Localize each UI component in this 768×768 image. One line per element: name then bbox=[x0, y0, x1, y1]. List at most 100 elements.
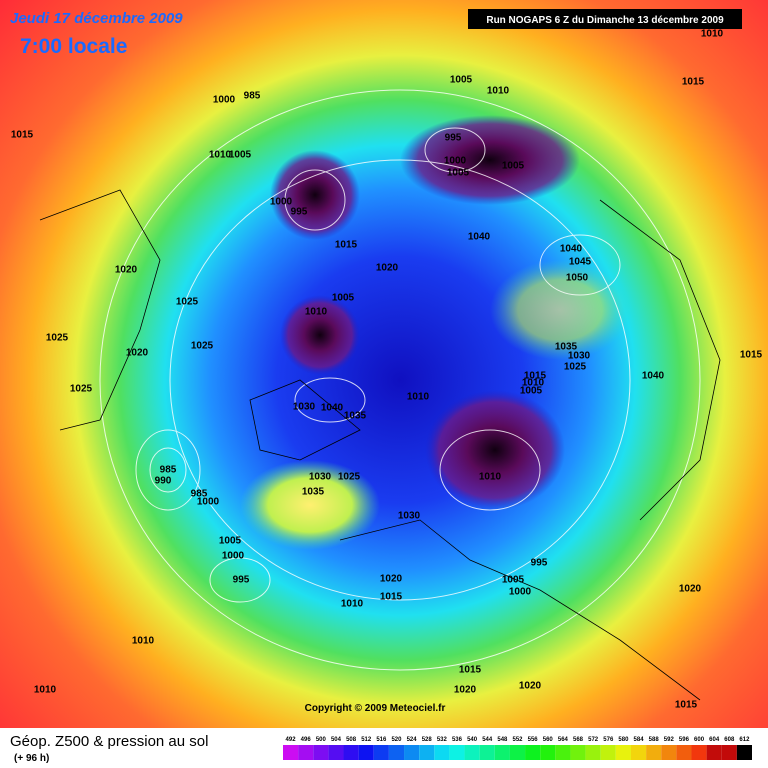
isobar-label: 1005 bbox=[450, 75, 473, 86]
scale-label: 512 bbox=[361, 737, 372, 743]
scale-swatch bbox=[434, 745, 450, 760]
scale-swatch bbox=[615, 745, 631, 760]
scale-swatch bbox=[570, 745, 586, 760]
scale-label: 572 bbox=[588, 737, 599, 743]
scale-label: 536 bbox=[452, 737, 463, 743]
isobar-label: 1030 bbox=[293, 402, 316, 413]
scale-label: 548 bbox=[497, 737, 508, 743]
isobar-label: 1005 bbox=[520, 386, 543, 397]
isobar-label: 1015 bbox=[459, 665, 482, 676]
isobar-label: 1000 bbox=[222, 551, 245, 562]
scale-swatch bbox=[600, 745, 616, 760]
scale-swatch bbox=[676, 745, 692, 760]
isobar-label: 1020 bbox=[679, 584, 702, 595]
coastlines bbox=[39, 189, 721, 701]
scale-label: 508 bbox=[346, 737, 357, 743]
isobar-label: 1035 bbox=[555, 342, 578, 353]
geopotential-field bbox=[0, 0, 768, 728]
scale-swatch bbox=[661, 745, 677, 760]
isobar-label: 1020 bbox=[380, 574, 403, 585]
isobar-label: 1015 bbox=[675, 700, 698, 711]
scale-label: 492 bbox=[286, 737, 297, 743]
scale-label: 588 bbox=[649, 737, 660, 743]
scale-label: 532 bbox=[437, 737, 448, 743]
isobar-label: 1005 bbox=[502, 161, 525, 172]
scale-label: 576 bbox=[603, 737, 614, 743]
colour-scale: 492 496 500 504 508 512 516 520 524 528 532 536 540 5… bbox=[283, 737, 752, 760]
isobar-label: 1050 bbox=[566, 273, 589, 284]
isobar-label: 985 bbox=[191, 489, 208, 500]
scale-label: 544 bbox=[482, 737, 493, 743]
isobar-label: 1025 bbox=[564, 362, 587, 373]
scale-label: 580 bbox=[618, 737, 629, 743]
isobar-label: 1020 bbox=[454, 685, 477, 696]
isobar-label: 995 bbox=[531, 558, 548, 569]
isobar-label: 985 bbox=[244, 91, 261, 102]
scale-swatch bbox=[721, 745, 737, 760]
scale-swatch bbox=[419, 745, 435, 760]
scale-swatch bbox=[706, 745, 722, 760]
isobar-label: 1030 bbox=[568, 351, 591, 362]
scale-label: 560 bbox=[543, 737, 554, 743]
isobar-label: 1035 bbox=[302, 487, 325, 498]
isobar-label: 985 bbox=[160, 465, 177, 476]
scale-swatch bbox=[494, 745, 510, 760]
low-centre bbox=[400, 115, 580, 205]
isobar-label: 1020 bbox=[115, 265, 138, 276]
scale-swatch bbox=[479, 745, 495, 760]
scale-label: 500 bbox=[316, 737, 327, 743]
isobar-label: 1010 bbox=[305, 307, 328, 318]
isobar-label: 1010 bbox=[522, 378, 545, 389]
isobar-label: 1025 bbox=[46, 333, 69, 344]
scale-label: 528 bbox=[422, 737, 433, 743]
scale-swatch bbox=[358, 745, 374, 760]
isobar-label: 1030 bbox=[398, 511, 421, 522]
scale-swatch bbox=[540, 745, 556, 760]
scale-label: 568 bbox=[573, 737, 584, 743]
isobar-label: 1005 bbox=[332, 293, 355, 304]
isobar-label: 995 bbox=[233, 575, 250, 586]
isobar-label: 1025 bbox=[191, 341, 214, 352]
isobar-label: 1005 bbox=[229, 150, 252, 161]
scale-swatch bbox=[691, 745, 707, 760]
date: Jeudi 17 décembre 2009 bbox=[10, 10, 183, 27]
scale-swatch bbox=[283, 745, 299, 760]
isobar-label: 1015 bbox=[682, 77, 705, 88]
isobar-label: 1020 bbox=[126, 348, 149, 359]
scale-swatch bbox=[313, 745, 329, 760]
scale-label: 612 bbox=[739, 737, 750, 743]
isobar-label: 1010 bbox=[407, 392, 430, 403]
scale-label: 584 bbox=[634, 737, 645, 743]
scale-swatch bbox=[630, 745, 647, 760]
scale-label: 520 bbox=[391, 737, 402, 743]
scale-label: 516 bbox=[376, 737, 387, 743]
isobar-label: 1015 bbox=[380, 592, 403, 603]
isobar-label: 1020 bbox=[519, 681, 542, 692]
low-centre bbox=[270, 150, 360, 240]
isobar-label: 1000 bbox=[197, 497, 220, 508]
isobar-label: 1010 bbox=[209, 150, 232, 161]
scale-swatch bbox=[646, 745, 662, 760]
low-centre bbox=[425, 390, 565, 510]
scale-label: 564 bbox=[558, 737, 569, 743]
isobar-label: 1025 bbox=[176, 297, 199, 308]
isobar-label: 1040 bbox=[321, 403, 344, 414]
isobar-label: 1015 bbox=[740, 350, 763, 361]
isobar-label: 1015 bbox=[524, 371, 547, 382]
run-info: Run NOGAPS 6 Z du Dimanche 13 décembre 2… bbox=[486, 15, 724, 26]
copyright: Copyright © 2009 Meteociel.fr bbox=[305, 703, 446, 714]
isobar-label: 1010 bbox=[701, 29, 724, 40]
scale-label: 552 bbox=[512, 737, 523, 743]
isobar-label: 1010 bbox=[487, 86, 510, 97]
scale-label: 556 bbox=[528, 737, 539, 743]
scale-swatch bbox=[525, 745, 541, 760]
isobar-label: 1030 bbox=[309, 472, 332, 483]
isobar-label: 1010 bbox=[341, 599, 364, 610]
scale-label: 540 bbox=[467, 737, 478, 743]
scale-label: 524 bbox=[407, 737, 418, 743]
scale-swatch bbox=[464, 745, 480, 760]
isobar-label: 1025 bbox=[338, 472, 361, 483]
isobar-label: 1035 bbox=[344, 411, 367, 422]
isobar-label: 1040 bbox=[642, 371, 665, 382]
